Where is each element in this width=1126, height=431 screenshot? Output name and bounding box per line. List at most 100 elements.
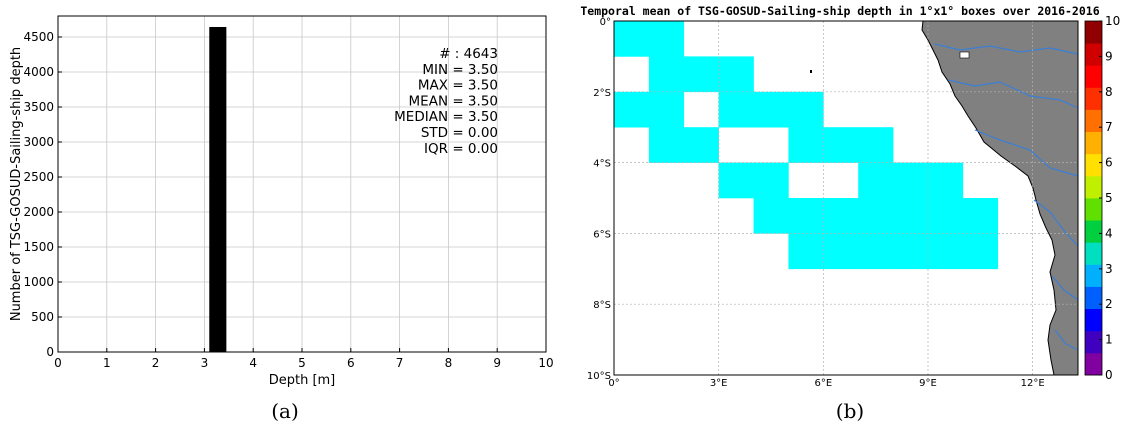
histogram-bars — [209, 26, 227, 353]
y-tick-label: 500 — [31, 310, 54, 324]
river-5 — [1051, 275, 1079, 301]
map-cell — [823, 198, 859, 234]
map-y-ticks: 0° 2°S 4°S 6°S 8°S 10°S — [587, 17, 611, 382]
stat-line: IQR = 0.00 — [424, 141, 498, 157]
x-tick-label: 10 — [538, 356, 553, 370]
map-cell — [683, 56, 719, 93]
map-x-tick-label: 3°E — [710, 378, 728, 389]
y-tick-label: 2000 — [23, 205, 54, 219]
y-tick-label: 3000 — [23, 135, 54, 149]
map-cells — [614, 21, 999, 270]
river-6 — [1054, 329, 1079, 351]
stat-line: MAX = 3.50 — [418, 78, 498, 94]
y-tick-label: 1500 — [23, 240, 54, 254]
colorbar-tick-label: 6 — [1105, 156, 1113, 170]
y-tick-label: 4000 — [23, 65, 54, 79]
map-cell — [614, 21, 650, 57]
map-y-tick-label: 0° — [600, 17, 611, 28]
colorbar-tick-label: 10 — [1105, 14, 1120, 28]
map-cell — [753, 91, 789, 128]
map-y-tick-label: 8°S — [593, 300, 611, 311]
colorbar-segment — [1085, 352, 1102, 376]
colorbar-segment — [1085, 175, 1102, 199]
histogram-y-ticks: 0 500 1000 1500 2000 2500 3000 3500 4000 4500 — [23, 30, 62, 359]
map-cell — [718, 91, 754, 128]
colorbar-tick-label: 5 — [1105, 191, 1113, 205]
colorbar-segment — [1085, 43, 1102, 66]
map-x-tick-label: 12°E — [1021, 378, 1045, 389]
map-cell — [648, 56, 685, 93]
map-cell — [823, 233, 859, 270]
x-tick-label: 7 — [396, 356, 404, 370]
y-tick-label: 2500 — [23, 170, 54, 184]
map-x-tick-label: 0° — [608, 378, 619, 389]
colorbar-tick-label: 0 — [1105, 368, 1113, 382]
map-y-tick-label: 6°S — [593, 229, 611, 240]
x-tick-label: 8 — [445, 356, 453, 370]
x-tick-label: 6 — [347, 356, 355, 370]
map-frame — [613, 20, 1079, 376]
stat-line: MEDIAN = 3.50 — [394, 109, 498, 125]
histogram-panel: 0 1 2 3 4 5 6 7 8 9 10 0 500 1000 1500 2000 2500 3000 350… — [9, 15, 554, 423]
x-tick-label: 4 — [249, 356, 257, 370]
colorbar-segment — [1085, 198, 1102, 221]
colorbar-tick-label: 3 — [1105, 262, 1113, 276]
colorbar: 0 1 2 3 4 5 6 7 8 9 10 — [1084, 14, 1120, 382]
island — [810, 70, 812, 73]
colorbar-segment — [1085, 220, 1102, 243]
map-cell — [858, 127, 894, 163]
map-land — [810, 20, 1079, 376]
x-tick-label: 2 — [152, 356, 160, 370]
map-cell — [962, 233, 999, 270]
map-cell — [648, 127, 685, 163]
caption-b: (b) — [836, 399, 864, 423]
colorbar-segment — [1085, 308, 1102, 332]
histogram-y-label: Number of TSG-GOSUD-Sailing-ship depth — [9, 47, 24, 321]
colorbar-segment — [1085, 330, 1102, 354]
colorbar-tick-label: 4 — [1105, 226, 1113, 240]
river-4 — [1033, 199, 1079, 247]
colorbar-segment — [1085, 87, 1102, 110]
colorbar-tick-label: 1 — [1105, 333, 1113, 347]
map-cell — [718, 162, 754, 199]
x-tick-label: 1 — [103, 356, 111, 370]
map-y-tick-label: 10°S — [587, 371, 611, 382]
colorbar-segment — [1085, 109, 1102, 133]
river-3 — [974, 129, 1079, 177]
map-cell — [788, 127, 824, 163]
map-cell — [788, 198, 824, 234]
map-cell — [893, 198, 929, 234]
x-tick-label: 3 — [201, 356, 209, 370]
y-tick-label: 4500 — [23, 30, 54, 44]
map-x-tick-label: 6°E — [814, 378, 832, 389]
colorbar-segment — [1085, 153, 1102, 177]
y-tick-label: 3500 — [23, 100, 54, 114]
map-cell — [858, 233, 894, 270]
map-cell — [927, 233, 964, 270]
lake — [959, 51, 970, 59]
map-x-ticks: 0° 3°E 6°E 9°E 12°E — [608, 378, 1044, 389]
map-title: Temporal mean of TSG-GOSUD-Sailing-ship … — [580, 4, 1099, 18]
stat-line: MEAN = 3.50 — [409, 93, 498, 109]
map-cell — [753, 162, 789, 199]
map-cell — [788, 91, 824, 128]
colorbar-segment — [1085, 264, 1102, 287]
x-tick-label: 9 — [493, 356, 501, 370]
stat-line: MIN = 3.50 — [422, 62, 498, 78]
map-cell — [893, 162, 929, 199]
colorbar-segment — [1085, 242, 1102, 265]
map-y-tick-label: 4°S — [593, 159, 611, 170]
colorbar-segment — [1085, 286, 1102, 310]
river-1 — [934, 43, 1079, 55]
map-cell — [614, 91, 650, 128]
map-cell — [718, 56, 754, 93]
map-cell — [858, 162, 894, 199]
map-cell — [648, 91, 685, 128]
map-y-tick-label: 2°S — [593, 88, 611, 99]
y-tick-label: 1000 — [23, 275, 54, 289]
river-2 — [947, 79, 1079, 109]
histogram-x-ticks: 0 1 2 3 4 5 6 7 8 9 10 — [54, 348, 554, 370]
colorbar-tick-label: 7 — [1105, 120, 1113, 134]
